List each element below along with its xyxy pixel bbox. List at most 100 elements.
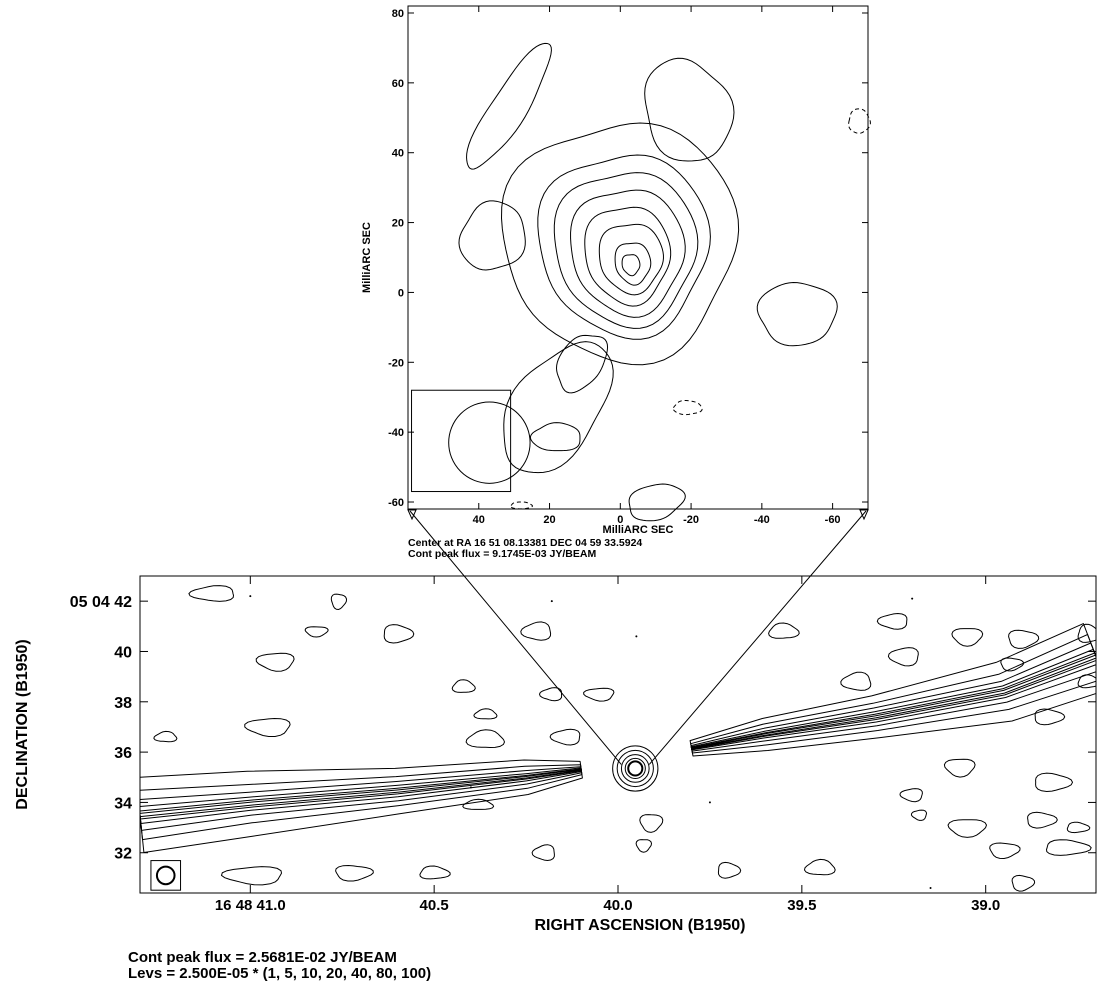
inset-x-tick-label: 0 [617, 514, 623, 526]
main-x-tick-label: 16 48 41.0 [215, 897, 286, 914]
inset-contour-panel: 40 20 0 -20 -40 -60 80 60 40 20 0 -20 -40 -60 MilliARC… [361, 5, 871, 536]
jet-contour-west [691, 654, 1096, 750]
main-noise-contour [1066, 821, 1091, 834]
main-noise-dot [929, 886, 932, 889]
main-noise-contour [330, 593, 348, 611]
main-y-tick-label: 05 04 42 [70, 594, 132, 611]
main-core-contour [612, 745, 659, 792]
main-noise-contour [1034, 708, 1066, 726]
inset-contour [503, 341, 614, 474]
inset-beam-box [411, 389, 512, 493]
main-beam-box [150, 860, 182, 891]
main-noise-contour [465, 729, 506, 749]
main-core-contour [624, 757, 646, 780]
main-noise-contour [451, 679, 476, 693]
main-noise-contour [473, 708, 498, 720]
main-y-tick-label: 32 [114, 846, 132, 863]
main-noise-dot [911, 597, 914, 600]
main-noise-dot [708, 801, 711, 804]
inset-x-tick-label: -20 [683, 514, 699, 526]
main-x-tick-label: 40.5 [420, 897, 449, 914]
main-y-axis-label: DECLINATION (B1950) [14, 639, 31, 809]
main-noise-contour [951, 628, 984, 647]
main-noise-dot [635, 635, 638, 638]
main-x-tick-label: 40.0 [603, 897, 632, 914]
jet-contour-east [140, 766, 583, 831]
main-frame [139, 575, 1097, 894]
inset-core-contour [570, 189, 686, 318]
zoom-corner-left [407, 509, 417, 521]
main-noise-contour [335, 864, 374, 882]
main-noise-contour [520, 621, 552, 641]
main-noise-contour [840, 671, 872, 691]
main-noise-contour [383, 624, 415, 644]
inset-contour [510, 501, 533, 510]
inset-y-tick-label: 60 [392, 78, 404, 90]
main-noise-dot [469, 786, 472, 789]
main-noise-contour [947, 819, 988, 838]
main-noise-contour [153, 730, 178, 743]
inset-y-tick-label: 80 [392, 8, 404, 20]
main-noise-contour [887, 647, 919, 667]
jet-contour-west [690, 652, 1096, 750]
inset-core-contour [621, 254, 641, 277]
jet-contour-west [689, 623, 1096, 757]
main-core-contour [620, 754, 650, 783]
main-noise-contour [1008, 629, 1040, 649]
zoom-corner-right [859, 509, 869, 521]
inset-y-axis-label: MilliARC SEC [361, 222, 373, 293]
main-noise-contour [255, 652, 295, 672]
inset-peak-flux-text: Cont peak flux = 9.1745E-03 JY/BEAM [408, 548, 597, 560]
main-noise-contour [1011, 874, 1036, 892]
inset-contour [529, 422, 581, 452]
jet-contour-west [690, 648, 1096, 751]
inset-y-tick-label: -20 [388, 357, 404, 369]
main-noise-contour [803, 858, 836, 876]
main-noise-contour [876, 612, 908, 630]
main-noise-contour [583, 687, 615, 702]
jet-contour-east [140, 764, 583, 841]
main-y-tick-label: 38 [114, 695, 132, 712]
inset-core-contour [614, 242, 652, 286]
inset-y-tick-label: -60 [388, 497, 404, 509]
main-core-contour [616, 749, 654, 788]
inset-contour [644, 57, 735, 162]
main-noise-contour [1077, 623, 1096, 643]
inset-frame [407, 5, 869, 510]
main-noise-contour [304, 626, 329, 638]
inset-x-tick-label: -60 [825, 514, 841, 526]
main-noise-contour [899, 788, 923, 803]
jet-contour-east [140, 768, 582, 818]
inset-contour [848, 108, 871, 134]
main-noise-dot [550, 600, 553, 603]
main-noise-contour [1027, 811, 1058, 829]
main-x-tick-label: 39.5 [787, 897, 816, 914]
main-x-tick-label: 39.0 [971, 897, 1000, 914]
main-core-contour [627, 760, 644, 777]
main-noise-contour [220, 866, 283, 886]
zoom-line-left [409, 510, 622, 765]
main-y-tick-label: 36 [114, 745, 132, 762]
main-noise-contour [768, 622, 800, 639]
main-noise-contour [1000, 657, 1024, 672]
main-x-axis-label: RIGHT ASCENSION (B1950) [535, 917, 746, 934]
zoom-connector-lines [407, 509, 869, 765]
inset-x-tick-label: 40 [473, 514, 485, 526]
inset-contour [756, 282, 838, 347]
inset-core-contour [598, 223, 664, 296]
main-y-tick-label: 34 [114, 795, 132, 812]
inset-core-contour [584, 206, 672, 307]
main-peak-flux-text: Cont peak flux = 2.5681E-02 JY/BEAM [128, 949, 397, 966]
inset-contour [672, 399, 703, 416]
main-noise-contour [635, 839, 653, 853]
inset-y-tick-label: -40 [388, 427, 404, 439]
main-contour-panel: 16 48 41.0 40.5 40.0 39.5 39.0 05 04 42 40 38 36… [14, 575, 1097, 934]
inset-contour [466, 42, 552, 170]
main-noise-contour [639, 814, 664, 833]
main-noise-contour [188, 585, 235, 602]
main-plot-area [140, 585, 1096, 892]
main-noise-contour [910, 809, 928, 821]
jet-contour-west [690, 642, 1096, 752]
jet-contour-east [140, 768, 582, 820]
